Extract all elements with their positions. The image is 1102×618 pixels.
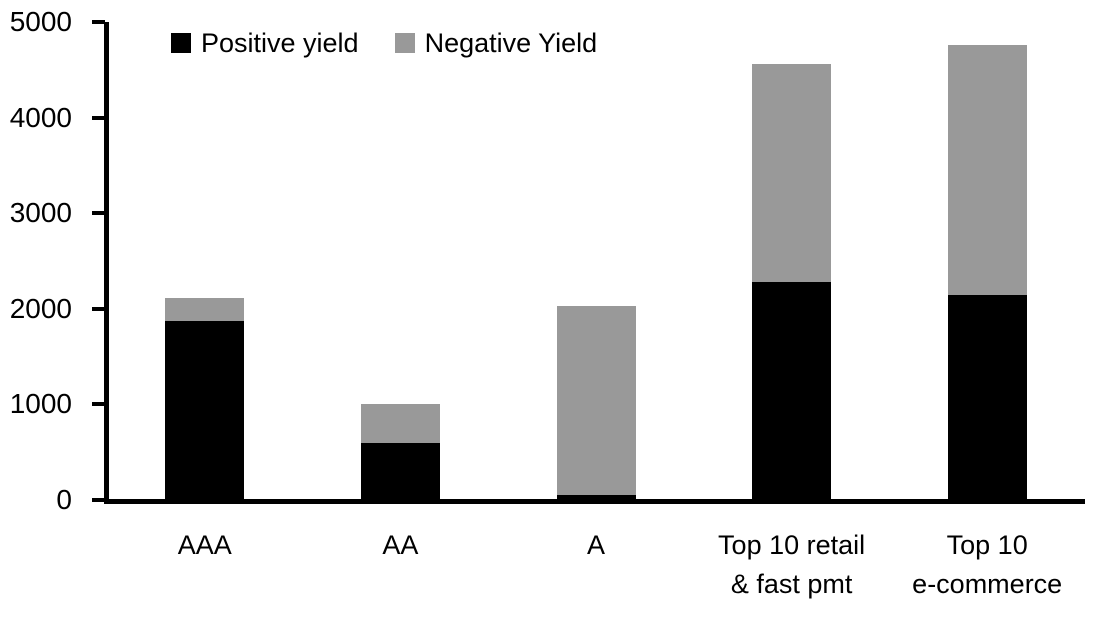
y-axis-tick (92, 498, 105, 502)
bar-segment-negative-yield-top-10-retail-fast-pmt (752, 64, 832, 283)
x-axis-label-top-10-e-commerce: Top 10 e-commerce (912, 530, 1063, 599)
x-axis-line (104, 499, 1085, 504)
bar-segment-positive-yield-aa (360, 442, 440, 500)
bar-segment-positive-yield-top-10-retail-fast-pmt (752, 282, 832, 500)
x-axis-label-top-10-retail-fast-pmt: Top 10 retail & fast pmt (718, 530, 866, 599)
y-axis-line (104, 22, 109, 504)
bar-segment-negative-yield-a (556, 305, 636, 496)
y-axis-tick-label: 1000 (9, 388, 72, 420)
y-axis-tick (92, 20, 105, 24)
bar-segment-negative-yield-top-10-e-commerce (947, 44, 1027, 296)
y-axis-tick-label: 3000 (9, 197, 72, 229)
y-axis-tick (92, 211, 105, 216)
y-axis-tick (92, 402, 105, 407)
positive-yield-swatch-icon (171, 33, 191, 53)
bar-segment-negative-yield-aaa (165, 298, 245, 322)
bar-segment-positive-yield-aaa (165, 321, 245, 500)
x-axis-label-a: A (586, 530, 605, 560)
legend-label-negative-yield: Negative Yield (424, 28, 598, 58)
x-axis-label-aa: AA (382, 530, 419, 560)
x-axis-label-aaa: AAA (177, 530, 232, 560)
legend-label-positive-yield: Positive yield (201, 28, 359, 58)
y-axis-tick (92, 306, 105, 311)
bar-segment-positive-yield-top-10-e-commerce (947, 295, 1027, 500)
legend-item-positive-yield: Positive yield (171, 28, 359, 58)
negative-yield-swatch-icon (394, 33, 415, 53)
y-axis-tick-label: 0 (56, 484, 72, 515)
y-axis-tick-label: 2000 (9, 292, 72, 324)
y-axis-tick (92, 115, 105, 120)
bar-segment-negative-yield-aa (360, 404, 440, 443)
legend: Positive yield Negative Yield (171, 28, 597, 58)
y-axis-tick-label: 4000 (9, 101, 72, 133)
legend-item-negative-yield: Negative Yield (394, 28, 598, 58)
bar-segment-positive-yield-a (556, 495, 636, 500)
y-axis-tick-label: 5000 (9, 6, 72, 37)
